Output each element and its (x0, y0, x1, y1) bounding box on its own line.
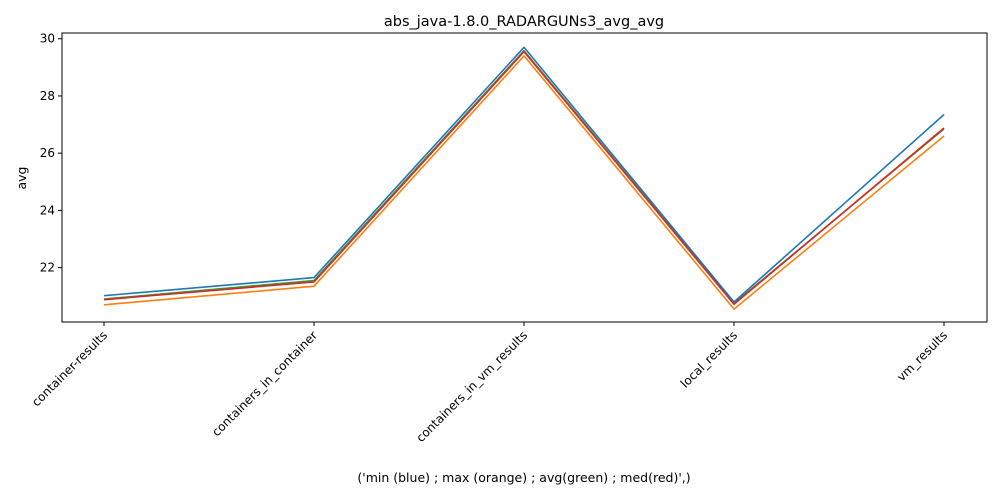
y-tick-label: 30 (40, 32, 55, 46)
x-tick-label: vm_results (894, 328, 950, 384)
y-tick-label: 26 (40, 146, 55, 160)
x-axis-label: ('min (blue) ; max (orange) ; avg(green)… (357, 470, 690, 485)
x-tick-label: containers_in_vm_results (413, 328, 530, 445)
x-tick-label: container-results (29, 328, 110, 409)
plot-frame (61, 32, 988, 323)
y-axis: 22 24 26 28 30 (40, 32, 62, 275)
x-axis: container-results containers_in_container… (29, 322, 950, 445)
series-line-3 (103, 46, 945, 303)
chart-title: abs_java-1.8.0_RADARGUNs3_avg_avg (384, 14, 664, 30)
series-line-1 (103, 49, 945, 305)
x-tick-label: containers_in_container (209, 328, 320, 439)
y-tick-label: 24 (40, 203, 55, 217)
x-tick-label: local_results (678, 328, 740, 390)
y-tick-label: 22 (40, 261, 55, 275)
y-tick-label: 28 (40, 89, 55, 103)
y-axis-label: avg (14, 167, 29, 190)
series-line-0 (103, 55, 945, 310)
series-group (103, 46, 945, 310)
series-line-2 (103, 50, 945, 306)
